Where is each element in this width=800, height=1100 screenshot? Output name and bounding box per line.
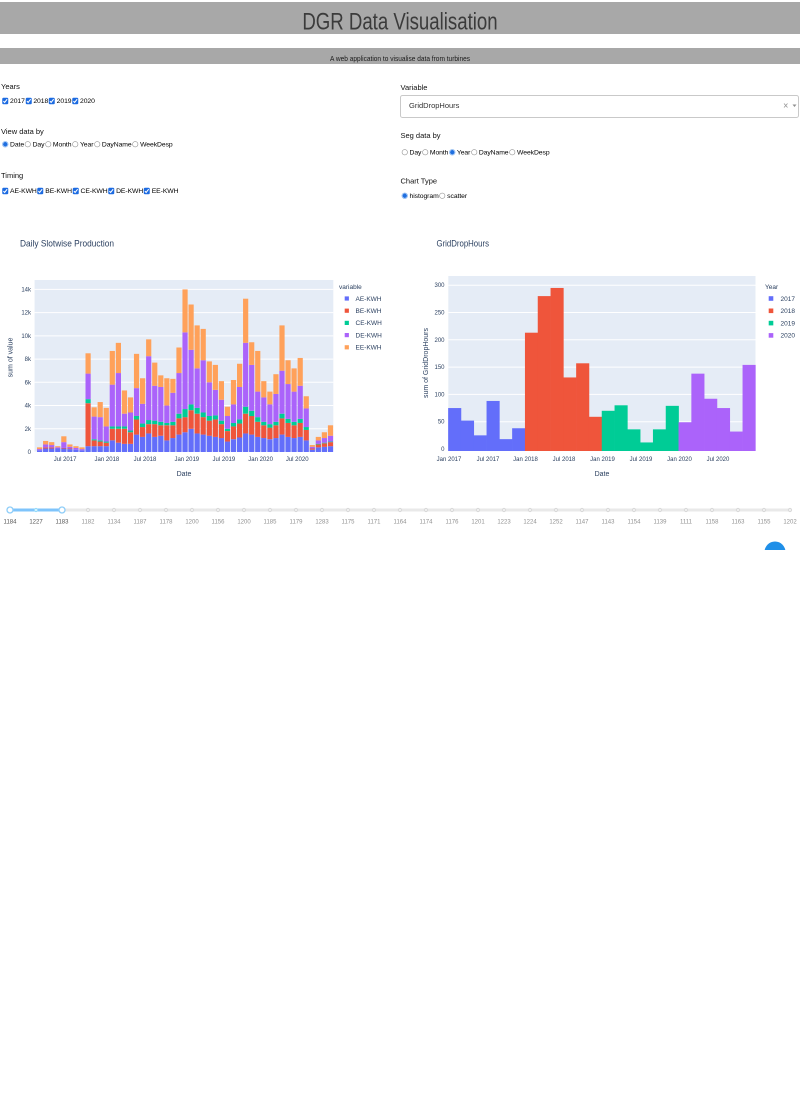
svg-text:1111: 1111 <box>680 520 693 526</box>
svg-text:2k: 2k <box>25 427 32 433</box>
svg-text:12k: 12k <box>21 311 32 317</box>
svg-text:AE-KWH: AE-KWH <box>356 296 382 303</box>
svg-text:1154: 1154 <box>628 520 642 526</box>
svg-text:Daily Slotwise Production: Daily Slotwise Production <box>20 239 114 250</box>
svg-text:14k: 14k <box>21 287 32 293</box>
svg-text:1224: 1224 <box>523 520 537 526</box>
svg-text:4k: 4k <box>25 404 32 410</box>
svg-text:1200: 1200 <box>185 520 199 526</box>
svg-text:100: 100 <box>434 392 445 398</box>
svg-text:variable: variable <box>339 284 362 291</box>
svg-text:Jan 2018: Jan 2018 <box>95 457 120 463</box>
svg-text:10k: 10k <box>21 334 32 340</box>
svg-text:1223: 1223 <box>497 520 511 526</box>
svg-text:sum of GridDropHours: sum of GridDropHours <box>423 327 430 398</box>
svg-text:2020: 2020 <box>781 333 796 340</box>
svg-text:Jul 2020: Jul 2020 <box>286 457 309 463</box>
svg-text:1139: 1139 <box>654 520 668 526</box>
svg-text:DE-KWH: DE-KWH <box>356 332 383 339</box>
svg-text:Jan 2020: Jan 2020 <box>667 457 692 463</box>
svg-text:Jul 2019: Jul 2019 <box>213 457 236 463</box>
svg-text:1200: 1200 <box>237 520 251 526</box>
svg-text:1201: 1201 <box>471 520 485 526</box>
svg-text:BE-KWH: BE-KWH <box>356 308 382 315</box>
svg-text:8k: 8k <box>25 357 32 363</box>
svg-text:Year: Year <box>765 284 779 291</box>
svg-text:GridDropHours: GridDropHours <box>437 239 490 250</box>
svg-text:sum of value: sum of value <box>8 338 15 378</box>
svg-text:1227: 1227 <box>29 520 43 526</box>
svg-text:1184: 1184 <box>4 520 18 526</box>
svg-text:Jul 2017: Jul 2017 <box>54 457 77 463</box>
svg-text:Jan 2017: Jan 2017 <box>437 457 462 463</box>
svg-text:1174: 1174 <box>420 520 434 526</box>
svg-text:1156: 1156 <box>212 520 226 526</box>
svg-text:1187: 1187 <box>134 520 148 526</box>
svg-text:200: 200 <box>434 338 445 344</box>
svg-text:1252: 1252 <box>549 520 563 526</box>
svg-text:Date: Date <box>177 471 192 478</box>
svg-text:Jul 2018: Jul 2018 <box>553 457 576 463</box>
svg-text:1183: 1183 <box>56 520 70 526</box>
svg-text:1171: 1171 <box>368 520 382 526</box>
svg-text:1158: 1158 <box>706 520 720 526</box>
svg-text:2018: 2018 <box>781 308 796 315</box>
svg-text:1182: 1182 <box>82 520 96 526</box>
svg-text:0: 0 <box>441 447 445 453</box>
svg-text:1178: 1178 <box>160 520 174 526</box>
svg-text:6k: 6k <box>25 380 32 386</box>
svg-text:300: 300 <box>434 283 445 289</box>
svg-text:150: 150 <box>434 365 445 371</box>
svg-text:1202: 1202 <box>783 520 797 526</box>
svg-text:1155: 1155 <box>758 520 772 526</box>
svg-text:1134: 1134 <box>108 520 122 526</box>
svg-text:1176: 1176 <box>446 520 460 526</box>
svg-text:Jan 2020: Jan 2020 <box>248 457 273 463</box>
svg-text:1283: 1283 <box>315 520 329 526</box>
svg-text:Jul 2017: Jul 2017 <box>477 457 500 463</box>
svg-text:1179: 1179 <box>290 520 304 526</box>
svg-text:EE-KWH: EE-KWH <box>356 345 382 352</box>
svg-text:50: 50 <box>438 420 445 426</box>
svg-text:2019: 2019 <box>781 320 796 327</box>
svg-text:1143: 1143 <box>602 520 616 526</box>
svg-text:Jul 2020: Jul 2020 <box>707 457 730 463</box>
svg-text:1164: 1164 <box>394 520 408 526</box>
svg-text:Jan 2018: Jan 2018 <box>513 457 538 463</box>
svg-text:1163: 1163 <box>732 520 746 526</box>
svg-text:CE-KWH: CE-KWH <box>356 320 383 327</box>
svg-text:2017: 2017 <box>781 296 796 303</box>
svg-text:Jul 2018: Jul 2018 <box>134 457 157 463</box>
svg-text:0: 0 <box>28 450 32 456</box>
svg-text:1175: 1175 <box>342 520 356 526</box>
svg-text:Jan 2019: Jan 2019 <box>590 457 615 463</box>
svg-text:Jul 2019: Jul 2019 <box>630 457 653 463</box>
svg-text:1147: 1147 <box>576 520 590 526</box>
svg-text:1185: 1185 <box>264 520 278 526</box>
svg-text:Jan 2019: Jan 2019 <box>174 457 199 463</box>
svg-text:Date: Date <box>595 471 610 478</box>
svg-text:250: 250 <box>434 311 445 317</box>
